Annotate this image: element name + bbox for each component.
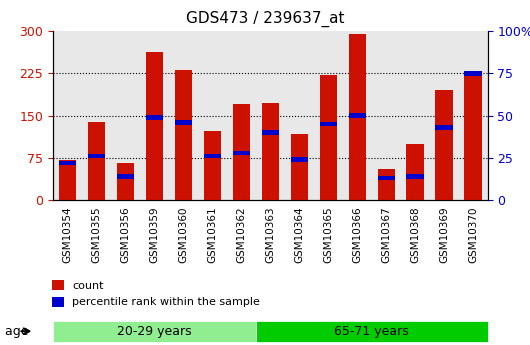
Bar [88,154,105,158]
Bar [377,169,395,200]
Bar [175,120,192,125]
Bar [349,113,366,118]
Bar [117,174,134,179]
Bar [146,52,163,200]
Bar [146,115,163,119]
Bar [290,157,308,162]
Text: 20-29 years: 20-29 years [117,325,192,338]
Bar [349,34,366,200]
Text: GDS473 / 239637_at: GDS473 / 239637_at [186,10,344,27]
Bar [320,122,337,126]
Bar [464,75,482,200]
Bar [59,161,76,165]
Bar [262,130,279,135]
Bar [377,176,395,180]
Bar [204,131,221,200]
Bar [407,144,424,200]
Bar [464,71,482,76]
Bar [290,134,308,200]
Bar [117,164,134,200]
Bar [233,150,250,155]
Bar [262,103,279,200]
Bar [88,122,105,200]
Bar [204,154,221,158]
Bar [436,125,453,130]
Bar [233,104,250,200]
Legend: count, percentile rank within the sample: count, percentile rank within the sample [48,276,264,312]
Bar [436,90,453,200]
Text: age: age [5,325,33,338]
Bar [175,70,192,200]
Text: 65-71 years: 65-71 years [334,325,409,338]
Bar [59,159,76,200]
Bar [320,75,337,200]
Bar [407,174,424,179]
